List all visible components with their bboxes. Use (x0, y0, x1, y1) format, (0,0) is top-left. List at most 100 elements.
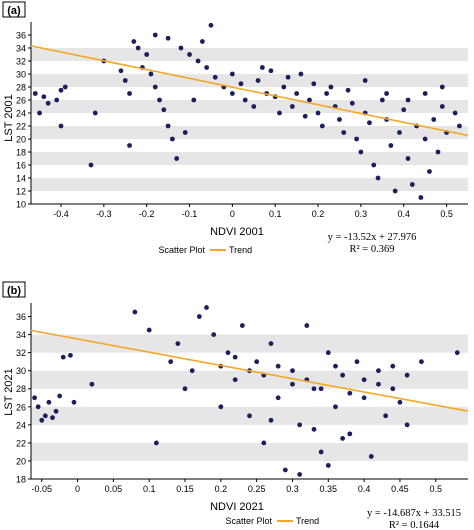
panel-a-scatter-point (337, 117, 342, 122)
panel-b-scatter-point (282, 467, 288, 473)
panel-b-y-tick-label: 30 (16, 366, 26, 376)
panel-b-x-tick-label: 0.45 (391, 484, 409, 494)
panel-a-scatter-point (174, 156, 180, 161)
panel-b-y-tick-label: 28 (16, 384, 26, 394)
panel-a-equation: y = -13.52x + 27.976 (328, 232, 417, 243)
panel-a-scatter-point (229, 71, 235, 77)
panel-b-scatter-point (218, 404, 224, 410)
panel-a-scatter-point (358, 149, 364, 155)
panel-a-scatter-point (435, 149, 441, 155)
panel-b-scatter-point (361, 377, 367, 383)
panel-a-scatter-point (341, 130, 347, 135)
panel-a-scatter-point (135, 45, 141, 51)
panel-a-scatter-point (127, 143, 132, 148)
panel-a-scatter-point (182, 130, 188, 135)
panel-a-scatter-point (277, 110, 282, 116)
panel-b-scatter-point (175, 341, 181, 347)
panel-b-scatter-point (275, 395, 281, 401)
panel-a-scatter-point (328, 84, 334, 90)
panel-b-scatter-point (290, 381, 295, 387)
panel-a-y-tick-label: 32 (16, 57, 26, 67)
panel-b-scatter-point (46, 399, 52, 405)
panel-b-y-tick-label: 32 (16, 348, 26, 358)
panel-b-x-tick-label: -0.05 (31, 484, 52, 494)
panel-b-scatter-point (390, 386, 396, 392)
panel-a-y-tick-label: 28 (16, 83, 26, 93)
panel-a-scatter-point (397, 130, 402, 135)
panel-b-label: (b) (7, 285, 21, 297)
panel-b-x-tick-label: 0.1 (143, 484, 156, 494)
panel-a-scatter-point (54, 97, 60, 103)
panel-b-scatter-point (254, 359, 260, 365)
panel-b-scatter-point (304, 323, 310, 328)
panel-a-scatter-point (195, 58, 201, 64)
panel-b-scatter-point (290, 368, 295, 374)
panel-a-scatter-point (324, 91, 330, 96)
panel-a-scatter-point (208, 22, 214, 28)
panel-a-scatter-point (405, 97, 411, 103)
panel-a-scatter-point (58, 87, 64, 93)
panel-a-scatter-point (259, 65, 265, 70)
panel-a-scatter-point (152, 84, 158, 90)
panel-b-scatter-point (318, 386, 324, 392)
panel-b-y-tick-label: 22 (16, 438, 26, 448)
panel-b-y-tick-label: 36 (16, 312, 26, 322)
panel-b-x-tick-label: 0.3 (286, 484, 299, 494)
panel-a-r-squared: R² = 0.369 (350, 244, 395, 255)
panel-b-x-tick-label: 0 (75, 484, 80, 494)
panel-a-scatter-point (439, 104, 445, 109)
panel-b-x-tick-label: 0.25 (248, 484, 266, 494)
panel-a-scatter-point (375, 175, 381, 181)
panel-a-label-box (2, 1, 26, 18)
panel-b-scatter-point (196, 314, 202, 319)
panel-b-scatter-point (347, 431, 353, 437)
panel-b-scatter-point (404, 372, 410, 378)
panel-a-scatter-point (191, 97, 197, 103)
panel-a-scatter-point (118, 68, 124, 74)
panel-a-scatter-point (439, 84, 445, 90)
panel-a-scatter-point (418, 195, 424, 200)
panel-b-scatter-point (146, 327, 152, 333)
panel-b-scatter-point (333, 363, 338, 369)
panel-a-x-tick-label: -0.4 (53, 209, 69, 219)
panel-b-equation: y = -14.687x + 33.515 (367, 508, 461, 519)
panel-a-scatter-point (302, 113, 308, 119)
panel-a-grid-band (31, 74, 468, 87)
panel-b-scatter-point (311, 426, 317, 432)
panel-a-scatter-point (379, 97, 385, 103)
panel-b-grid-band (31, 442, 468, 461)
panel-a-scatter-point (427, 169, 432, 174)
panel-a-scatter-point (131, 39, 137, 44)
panel-b-scatter-point (361, 395, 367, 401)
panel-b-y-tick-label: 34 (16, 330, 26, 340)
panel-a-scatter-point (289, 104, 295, 109)
panel-a-y-tick-label: 24 (16, 109, 26, 119)
panel-b-scatter-point (132, 309, 138, 315)
panel-b-x-tick-label: 0.15 (176, 484, 194, 494)
panel-b-scatter-point (275, 363, 281, 369)
panel-b-scatter-point (153, 440, 159, 446)
panel-b-scatter-point (383, 413, 389, 419)
panel-b-scatter-point (354, 359, 360, 365)
panel-b-scatter-point (239, 323, 245, 328)
panel-a-plot-area: 10 12 14 16 18 20 22 24 26 28 30 32 34 36 -0.4 -0.3 -0.2… (16, 22, 469, 219)
panel-a-scatter-point (178, 45, 184, 51)
panel-a-scatter-point (392, 188, 398, 194)
panel-a-scatter-point (152, 32, 158, 38)
panel-b-y-tick-label: 24 (16, 420, 26, 430)
panel-b-legend-scatter: Scatter Plot (225, 516, 272, 526)
panel-a-scatter-point (251, 104, 257, 109)
panel-a-scatter-point (405, 156, 411, 161)
panel-a-scatter-point (41, 94, 47, 100)
panel-b-label-box (2, 281, 26, 298)
panel-a-scatter-point (285, 74, 291, 80)
panel-b-trend-line (30, 329, 469, 412)
panel-b-scatter-point (340, 435, 346, 441)
panel-b-scatter-point (318, 449, 324, 455)
panel-a-y-tick-label: 30 (16, 70, 26, 80)
panel-a-scatter-point (268, 68, 274, 74)
panel-a-scatter-point (169, 136, 175, 142)
panel-b-scatter-point (211, 332, 217, 337)
panel-a-scatter-point (422, 91, 428, 96)
panel-a-scatter-point (238, 81, 244, 87)
